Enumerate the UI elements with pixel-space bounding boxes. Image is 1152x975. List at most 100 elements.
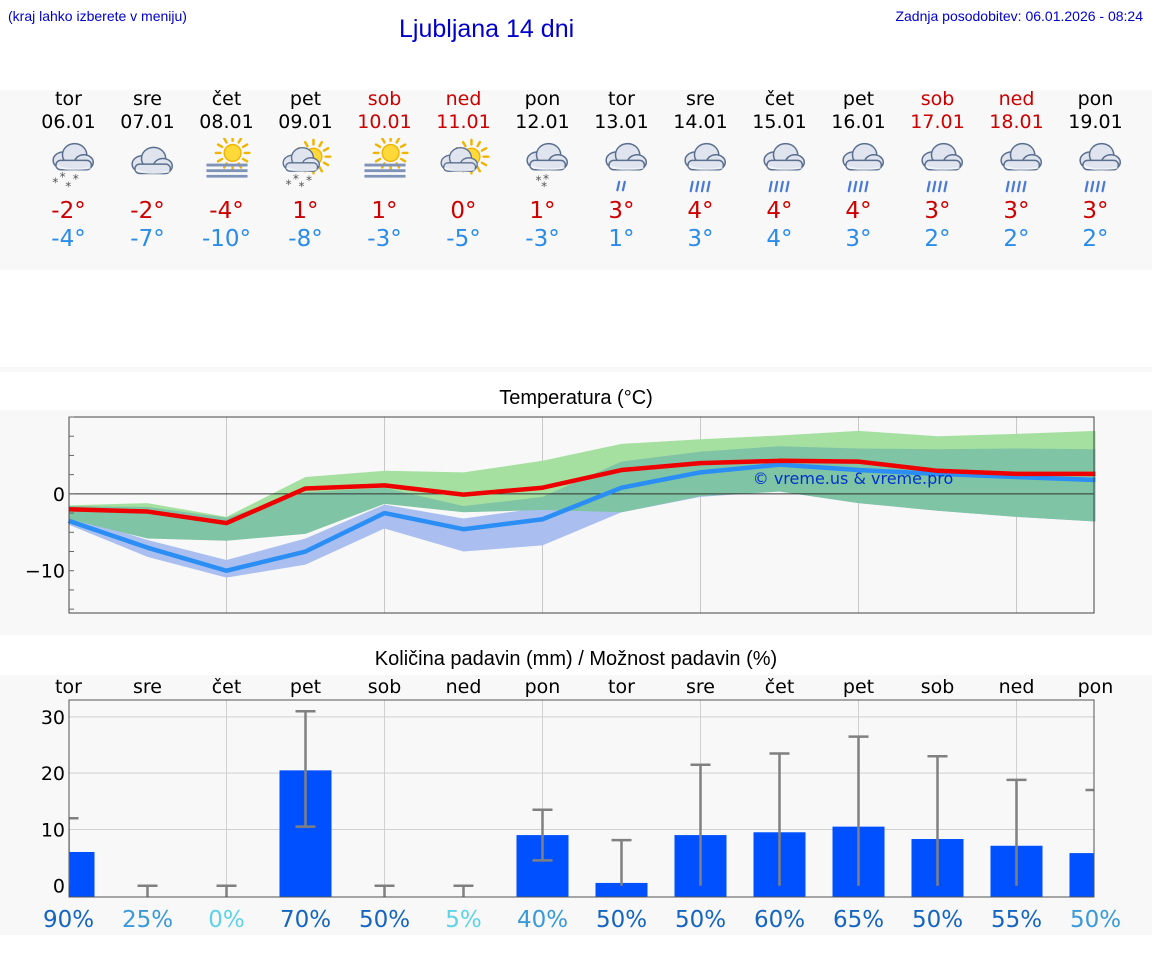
cloud-rain-icon	[604, 142, 647, 192]
day-date: 09.01	[278, 111, 333, 133]
day-name: sre	[686, 88, 715, 110]
day-date: 10.01	[357, 111, 412, 133]
day-date: 13.01	[594, 111, 649, 133]
svg-text:*: *	[59, 170, 65, 184]
day-date: 16.01	[831, 111, 886, 133]
day-name: tor	[55, 88, 82, 110]
precipitation-chart-background	[0, 675, 1152, 935]
svg-text:*: *	[285, 177, 291, 191]
day-name: sob	[920, 88, 955, 110]
temp-max: 1°	[292, 198, 319, 224]
svg-text:*: *	[306, 174, 312, 188]
day-date: 14.01	[673, 111, 728, 133]
temperature-chart-title: Temperatura (°C)	[499, 387, 653, 409]
day-name: tor	[608, 88, 635, 110]
day-name: čet	[211, 88, 242, 110]
temp-min: 2°	[924, 226, 951, 252]
forecast-day: čet 15.01 4° 4°	[740, 88, 820, 253]
temp-min: 1°	[608, 226, 635, 252]
day-name: pet	[842, 88, 875, 110]
svg-text:*: *	[298, 179, 304, 193]
temp-min: 3°	[845, 226, 872, 252]
day-date: 08.01	[199, 111, 254, 133]
svg-text:*: *	[65, 179, 71, 193]
day-date: 15.01	[752, 111, 807, 133]
day-date: 17.01	[910, 111, 965, 133]
forecast-day: tor 06.01 * * * * -2° -4°	[29, 88, 109, 253]
forecast-day: sob 10.01 1° -3°	[345, 88, 425, 253]
temp-max: 3°	[1082, 198, 1109, 224]
forecast-day: tor 13.01 3° 1°	[582, 88, 662, 253]
svg-text:*: *	[541, 179, 547, 193]
cloud-heavy-rain-icon	[762, 142, 805, 193]
temp-min: 3°	[687, 226, 714, 252]
sun-cloud-snow-icon: * ** *	[281, 138, 331, 193]
cloud-heavy-rain-icon	[683, 142, 726, 193]
forecast-day: pet 09.01 * * * * 1° -8°	[266, 88, 346, 253]
forecast-day: pon 12.01 * * * 1° -3°	[503, 88, 583, 253]
day-name: pon	[1077, 88, 1114, 110]
temp-max: -4°	[209, 198, 244, 224]
temp-min: -3°	[367, 226, 402, 252]
day-name: sob	[367, 88, 402, 110]
location-hint: (kraj lahko izberete v meniju)	[8, 8, 187, 24]
temp-min: -7°	[130, 226, 165, 252]
temp-max: -2°	[51, 198, 86, 224]
cloud-heavy-rain-icon	[920, 142, 963, 193]
temperature-chart-background	[0, 410, 1152, 635]
svg-text:*: *	[535, 174, 541, 188]
temp-min: -4°	[51, 226, 86, 252]
cloud-heavy-rain-icon	[999, 142, 1042, 193]
temp-max: 3°	[924, 198, 951, 224]
temp-max: 0°	[450, 198, 477, 224]
temp-min: 4°	[766, 226, 793, 252]
temp-min: -8°	[288, 226, 323, 252]
separator	[0, 367, 1152, 372]
sun-fog-icon	[363, 134, 409, 178]
precipitation-chart-title: Količina padavin (mm) / Možnost padavin …	[374, 648, 778, 670]
day-date: 06.01	[41, 111, 96, 133]
sun-fog-icon	[205, 134, 251, 178]
svg-text:*: *	[292, 172, 298, 186]
day-date: 12.01	[515, 111, 570, 133]
svg-text:*: *	[72, 172, 78, 186]
day-name: čet	[764, 88, 795, 110]
forecast-day: sob 17.01 3° 2°	[898, 88, 978, 253]
temp-max: 4°	[687, 198, 714, 224]
temp-max: 3°	[608, 198, 635, 224]
temp-min: 2°	[1003, 226, 1030, 252]
day-date: 19.01	[1068, 111, 1123, 133]
forecast-day: ned 18.01 3° 2°	[977, 88, 1057, 253]
day-date: 11.01	[436, 111, 491, 133]
temp-max: 1°	[529, 198, 556, 224]
temp-max: 1°	[371, 198, 398, 224]
forecast-day: sre 07.01 -2° -7°	[108, 88, 188, 253]
day-name: ned	[445, 88, 482, 110]
temp-max: 3°	[1003, 198, 1030, 224]
temp-max: 4°	[845, 198, 872, 224]
page-title: Ljubljana 14 dni	[399, 15, 575, 43]
cloud-heavy-rain-icon	[841, 142, 884, 193]
day-name: pon	[524, 88, 561, 110]
cloud-snow-icon: * ***	[52, 142, 94, 193]
day-name: sre	[133, 88, 162, 110]
last-updated: Zadnja posodobitev: 06.01.2026 - 08:24	[895, 8, 1143, 24]
forecast-day: pon 19.01 3° 2°	[1056, 88, 1136, 253]
svg-text:*: *	[52, 176, 58, 190]
temp-min: 2°	[1082, 226, 1109, 252]
temp-max: -2°	[130, 198, 165, 224]
forecast-day: čet 08.01 -4° -10°	[187, 88, 267, 253]
cloud-heavy-rain-icon	[1078, 142, 1121, 193]
temp-min: -10°	[201, 226, 252, 252]
temp-min: -5°	[446, 226, 481, 252]
forecast-day: pet 16.01 4° 3°	[819, 88, 899, 253]
temp-min: -3°	[525, 226, 560, 252]
svg-text:*: *	[543, 172, 549, 186]
day-date: 07.01	[120, 111, 175, 133]
cloud-icon	[130, 146, 173, 175]
forecast-day: ned 11.01 0° -5°	[424, 88, 504, 253]
day-name: pet	[289, 88, 322, 110]
cloud-snow-light-icon: * **	[525, 142, 568, 193]
day-date: 18.01	[989, 111, 1044, 133]
day-name: ned	[998, 88, 1035, 110]
